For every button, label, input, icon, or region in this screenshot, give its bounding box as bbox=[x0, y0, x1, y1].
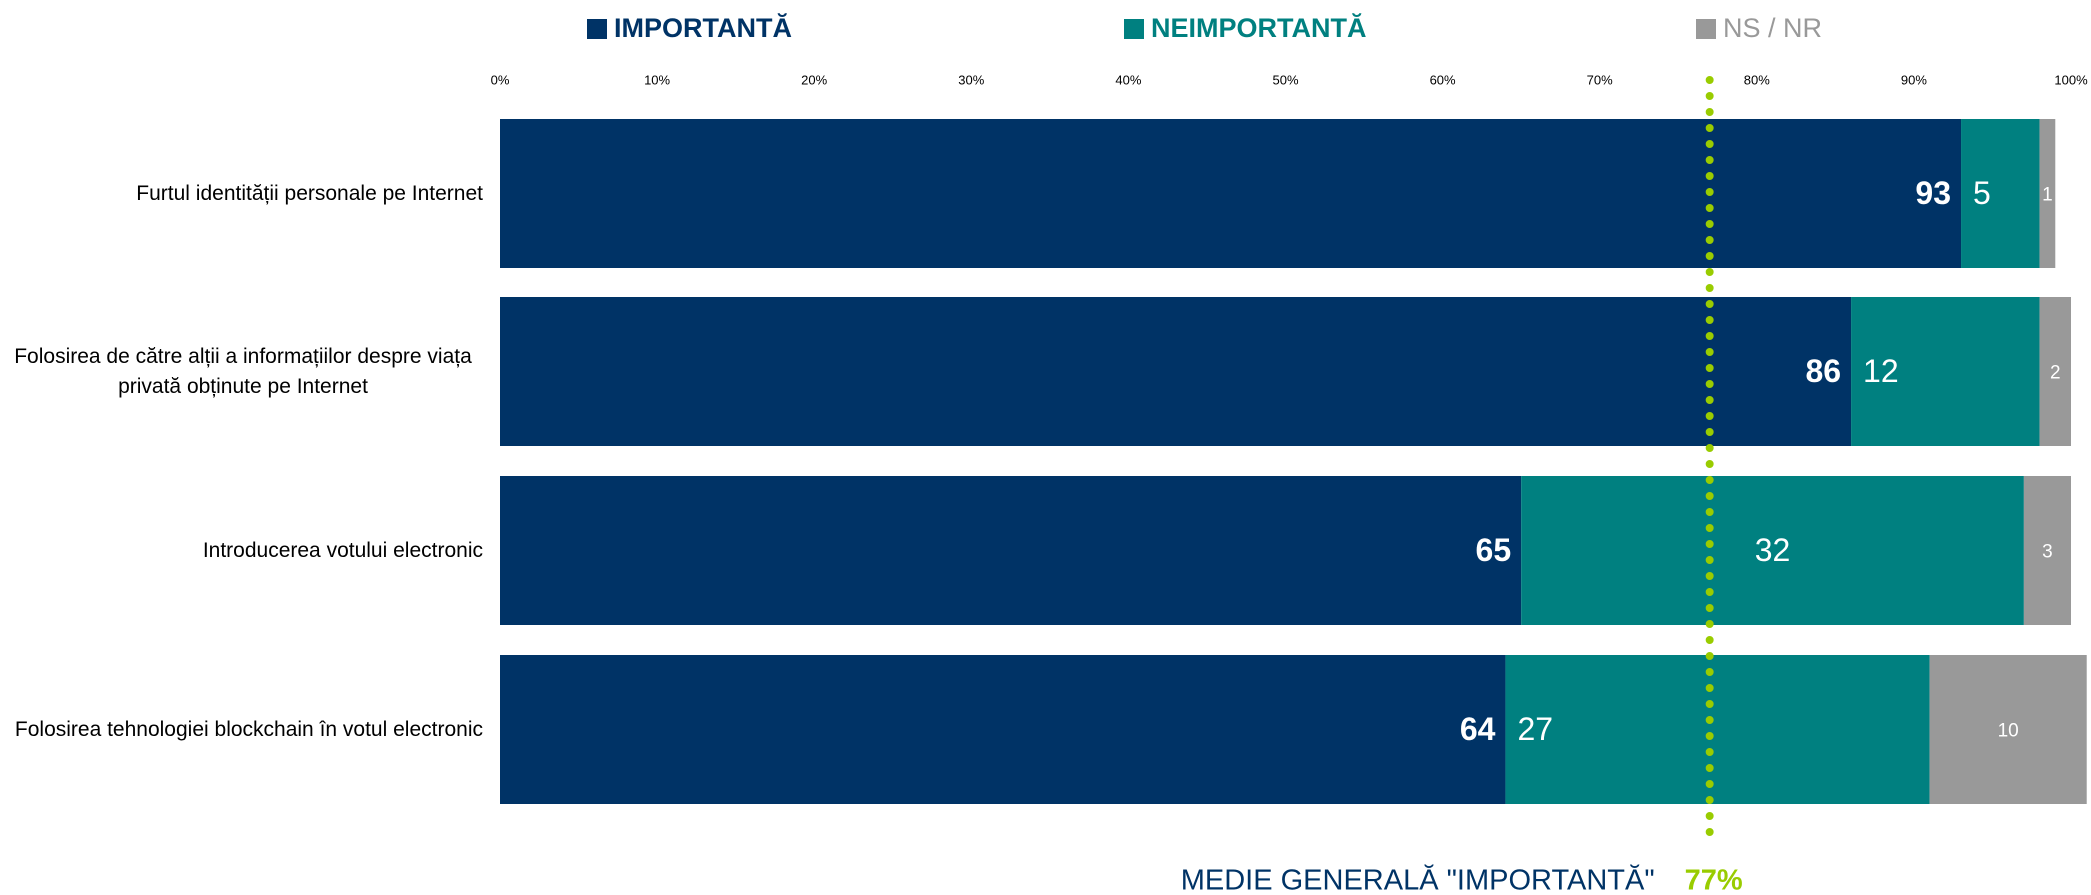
bar-segment bbox=[500, 119, 1962, 268]
bar-segment bbox=[500, 655, 1506, 804]
category-text: Folosirea tehnologiei blockchain în votu… bbox=[14, 717, 483, 741]
data-label: 86 bbox=[1805, 353, 1841, 389]
annotation-value: 77% bbox=[1685, 865, 1743, 895]
x-tick-label: 60% bbox=[1430, 72, 1456, 87]
bar-segment bbox=[1521, 476, 2024, 625]
data-label: 3 bbox=[2042, 542, 2053, 563]
x-tick-label: 10% bbox=[644, 72, 670, 87]
x-tick-label: 40% bbox=[1115, 72, 1141, 87]
legend-swatch bbox=[1124, 19, 1144, 39]
data-label: 10 bbox=[1998, 721, 2019, 742]
data-label: 5 bbox=[1973, 175, 1991, 211]
bar-segment bbox=[2039, 119, 2056, 268]
x-tick-label: 20% bbox=[801, 72, 827, 87]
category-label: Furtul identității personale pe Internet bbox=[0, 119, 483, 268]
legend-label: IMPORTANTĂ bbox=[614, 12, 792, 43]
bar-segment bbox=[1851, 297, 2040, 446]
category-text: Furtul identității personale pe Internet bbox=[136, 181, 483, 205]
bar-segment bbox=[1961, 119, 2040, 268]
x-tick-label: 50% bbox=[1272, 72, 1298, 87]
bar-segment bbox=[1505, 655, 1930, 804]
category-label: Folosirea de către alții a informațiilor… bbox=[0, 297, 483, 446]
data-label: 2 bbox=[2050, 363, 2061, 384]
category-label: Folosirea tehnologiei blockchain în votu… bbox=[0, 655, 483, 804]
bar-segment bbox=[500, 297, 1852, 446]
bar-segment bbox=[500, 476, 1522, 625]
category-label: Introducerea votului electronic bbox=[0, 476, 483, 625]
legend-swatch bbox=[1696, 19, 1716, 39]
data-label: 64 bbox=[1460, 711, 1496, 747]
annotation-text: MEDIE GENERALĂ "IMPORTANTĂ" bbox=[1181, 864, 1655, 895]
legend-label: NS / NR bbox=[1723, 13, 1822, 43]
x-tick-label: 0% bbox=[491, 72, 510, 87]
data-label: 12 bbox=[1863, 353, 1899, 389]
bar-segment bbox=[2039, 297, 2071, 446]
data-label: 27 bbox=[1517, 711, 1553, 747]
x-tick-label: 30% bbox=[958, 72, 984, 87]
bar-segment bbox=[1929, 655, 2087, 804]
legend-swatch bbox=[587, 19, 607, 39]
x-tick-label: 70% bbox=[1587, 72, 1613, 87]
bar-segment bbox=[2023, 476, 2071, 625]
x-tick-label: 80% bbox=[1744, 72, 1770, 87]
data-label: 32 bbox=[1755, 532, 1791, 568]
data-label: 65 bbox=[1476, 532, 1512, 568]
category-text: Introducerea votului electronic bbox=[202, 538, 483, 562]
x-tick-label: 100% bbox=[2054, 72, 2088, 87]
x-tick-label: 90% bbox=[1901, 72, 1927, 87]
data-label: 1 bbox=[2042, 185, 2053, 206]
data-label: 93 bbox=[1915, 175, 1951, 211]
category-text: Folosirea de către alții a informațiilor… bbox=[14, 344, 472, 398]
legend-label: NEIMPORTANTĂ bbox=[1151, 12, 1367, 43]
